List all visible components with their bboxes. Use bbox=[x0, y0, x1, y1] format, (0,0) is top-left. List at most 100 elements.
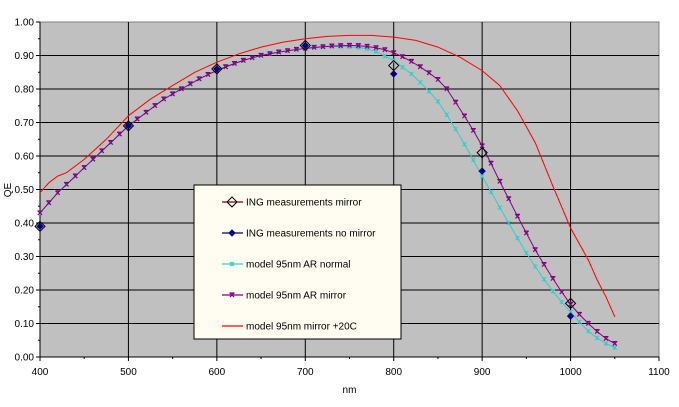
data-point-star bbox=[373, 45, 379, 51]
data-point-star bbox=[612, 341, 618, 347]
data-point-asterisk bbox=[524, 250, 529, 256]
data-point-asterisk bbox=[426, 88, 432, 94]
data-point-asterisk bbox=[435, 99, 441, 104]
data-point-filled-diamond bbox=[478, 167, 486, 175]
data-point-star bbox=[64, 181, 70, 187]
data-point-asterisk bbox=[453, 126, 458, 132]
data-point-star bbox=[391, 50, 397, 56]
data-point-open-diamond bbox=[388, 59, 400, 72]
data-point-asterisk bbox=[417, 79, 423, 85]
data-point-asterisk bbox=[603, 341, 609, 346]
data-point-star bbox=[108, 140, 114, 146]
data-point-star bbox=[329, 43, 335, 49]
data-point-star bbox=[470, 127, 476, 133]
x-tick-label: 700 bbox=[297, 367, 314, 378]
data-point-star bbox=[72, 173, 78, 179]
data-point-star bbox=[400, 54, 406, 60]
x-axis-label: nm bbox=[343, 385, 357, 396]
y-tick-label: 0.20 bbox=[15, 286, 35, 297]
data-point-star bbox=[444, 86, 450, 92]
series-model-95nm-mirror-20c bbox=[39, 34, 616, 318]
data-point-star bbox=[267, 51, 273, 57]
data-point-star bbox=[311, 44, 317, 50]
data-point-star bbox=[143, 109, 149, 115]
data-point-asterisk bbox=[515, 235, 520, 241]
data-point-open-diamond bbox=[476, 146, 488, 159]
data-point-star bbox=[320, 44, 326, 50]
data-point-star bbox=[46, 200, 52, 206]
data-point-asterisk bbox=[462, 141, 467, 147]
data-point-star bbox=[417, 64, 423, 70]
data-point-star bbox=[161, 96, 167, 102]
data-point-star bbox=[205, 71, 211, 78]
data-point-star bbox=[550, 276, 556, 282]
legend-item: ING measurements mirror bbox=[222, 196, 362, 209]
data-point-star bbox=[523, 230, 529, 236]
data-point-open-diamond bbox=[564, 297, 577, 310]
data-point-star bbox=[382, 47, 388, 53]
data-point-asterisk bbox=[532, 264, 538, 269]
data-point-asterisk bbox=[612, 345, 618, 350]
y-tick-label: 0.60 bbox=[15, 152, 35, 163]
data-point-asterisk bbox=[382, 53, 388, 59]
data-point-filled-diamond bbox=[390, 70, 398, 78]
legend-label: model 95nm AR mirror bbox=[246, 291, 347, 302]
data-point-star bbox=[453, 99, 459, 105]
data-point-star bbox=[276, 49, 282, 55]
legend-label: ING measurements no mirror bbox=[246, 229, 376, 240]
data-point-star bbox=[488, 160, 494, 166]
data-point-filled-diamond bbox=[228, 229, 236, 237]
data-point-open-diamond bbox=[34, 220, 46, 233]
data-point-asterisk bbox=[559, 299, 565, 305]
data-point-open-diamond bbox=[122, 120, 135, 132]
data-point-star bbox=[81, 165, 87, 171]
legend-label: model 95nm AR normal bbox=[246, 260, 351, 271]
data-point-asterisk bbox=[470, 157, 476, 163]
data-point-asterisk bbox=[577, 319, 582, 325]
data-point-star bbox=[594, 328, 600, 334]
data-point-star bbox=[364, 43, 370, 49]
x-tick-label: 1000 bbox=[559, 367, 582, 378]
legend: ING measurements mirror ING measurements … bbox=[193, 184, 402, 340]
data-point-asterisk bbox=[488, 189, 494, 195]
data-point-star bbox=[408, 58, 414, 64]
data-point-asterisk bbox=[444, 112, 450, 118]
x-tick-label: 600 bbox=[209, 367, 226, 378]
data-point-open-diamond bbox=[226, 196, 238, 208]
legend-item: model 95nm AR mirror bbox=[222, 291, 347, 302]
data-point-star bbox=[338, 43, 344, 49]
x-tick-label: 800 bbox=[385, 367, 402, 378]
data-point-star bbox=[506, 196, 512, 202]
legend-item: model 95nm AR normal bbox=[222, 260, 351, 271]
data-point-star bbox=[229, 292, 235, 298]
y-tick-label: 0.50 bbox=[15, 185, 35, 196]
data-point-star bbox=[170, 91, 176, 97]
data-point-star bbox=[435, 77, 441, 83]
series-model-95nm-ar-mirror bbox=[37, 42, 618, 347]
data-point-asterisk bbox=[373, 49, 379, 54]
data-point-asterisk bbox=[594, 335, 600, 341]
data-point-star bbox=[152, 103, 158, 109]
series-ing-measurements-mirror bbox=[34, 39, 577, 310]
legend-label: model 95nm mirror +20C bbox=[246, 322, 357, 333]
data-point-asterisk bbox=[550, 288, 556, 294]
data-point-filled-diamond bbox=[124, 122, 133, 130]
data-point-star bbox=[293, 46, 299, 52]
data-point-star bbox=[134, 116, 140, 122]
series-line bbox=[39, 34, 616, 318]
data-point-star bbox=[355, 43, 361, 49]
y-tick-label: 0.30 bbox=[15, 252, 35, 263]
y-axis-label: QE bbox=[3, 182, 14, 197]
data-point-asterisk bbox=[541, 276, 547, 282]
data-point-star bbox=[515, 213, 521, 219]
data-point-star bbox=[347, 42, 352, 48]
y-tick-label: 0.90 bbox=[15, 51, 35, 62]
data-point-star bbox=[559, 289, 565, 295]
y-tick-label: 0.40 bbox=[15, 219, 35, 230]
data-point-star bbox=[497, 178, 503, 184]
data-point-asterisk bbox=[409, 71, 414, 77]
data-point-star bbox=[249, 55, 255, 61]
data-point-star bbox=[461, 113, 467, 119]
